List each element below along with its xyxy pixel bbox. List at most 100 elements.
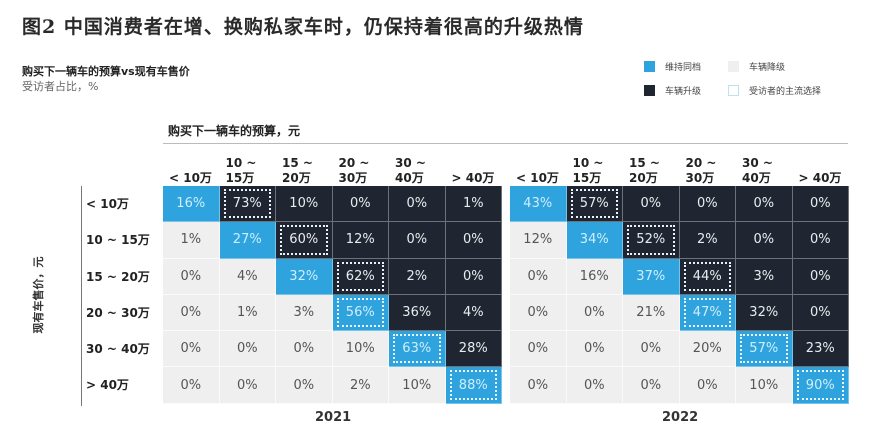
heatmap-cell: 52%: [623, 222, 680, 259]
column-header: 15 ~20万: [623, 150, 680, 186]
heatmap-cell: 21%: [623, 294, 680, 332]
legend-swatch-main: [728, 85, 739, 96]
heatmap-cell: 16%: [163, 186, 220, 223]
heatmap-cell: 0%: [219, 331, 276, 368]
chart-subtitle: 购买下一辆车的预算vs现有车售价: [22, 65, 190, 78]
heatmap-cell: 0%: [332, 186, 389, 223]
heatmap-cell: 1%: [163, 222, 220, 259]
x-axis-title: 购买下一辆车的预算，元: [168, 124, 301, 138]
heatmap-cell: 0%: [566, 367, 623, 404]
column-header: 20 ~30万: [680, 150, 737, 186]
column-header-line1: 10 ~: [572, 156, 604, 170]
heatmap-cell: 0%: [736, 186, 793, 223]
panel-year-2021: 2021: [315, 410, 352, 425]
column-header: > 40万: [793, 150, 850, 186]
heatmap-cell: 4%: [219, 258, 276, 295]
heatmap-cell: 56%: [332, 294, 389, 332]
heatmap-cell: 12%: [332, 222, 389, 259]
heatmap-cell: 10%: [332, 331, 389, 368]
heatmap-cell: 2%: [679, 222, 736, 259]
heatmap-cell: 3%: [736, 258, 793, 295]
heatmap-panel-2022: < 10万 10 ~15万 15 ~20万 20 ~30万 30 ~40万 > 40万 4…: [510, 150, 849, 404]
heatmap-cell: 0%: [623, 186, 680, 223]
heatmap-cell: 36%: [389, 294, 446, 332]
column-header-line1: 30 ~: [742, 156, 773, 170]
heatmap-cell: 60%: [276, 222, 333, 259]
heatmap-cell: 32%: [736, 294, 793, 332]
x-axis-divider: [163, 143, 848, 144]
heatmap-cell: 0%: [389, 222, 446, 259]
y-axis-line: [81, 186, 82, 406]
column-header-line1: 20 ~: [338, 156, 370, 170]
column-header-line1: 30 ~: [395, 156, 426, 170]
column-header-line2: 20万: [282, 171, 311, 185]
heatmap-cell: 4%: [445, 294, 502, 332]
heatmap-cell: 20%: [679, 331, 736, 368]
heatmap-cell: 0%: [163, 258, 220, 295]
heatmap-cell: 10%: [276, 186, 333, 223]
heatmap-cell: 0%: [219, 367, 276, 404]
heatmap-cell: 1%: [219, 294, 276, 332]
heatmap-cell: 0%: [792, 294, 849, 332]
heatmap-cell: 0%: [276, 367, 333, 404]
heatmap-cell: 10%: [389, 367, 446, 404]
heatmap-cell: 47%: [679, 294, 736, 332]
heatmap-cell: 0%: [792, 186, 849, 223]
heatmap-cell: 88%: [445, 367, 502, 404]
heatmap-cell: 32%: [276, 258, 333, 295]
row-label: < 10万: [86, 197, 129, 211]
column-header: < 10万: [510, 150, 567, 186]
heatmap-cell: 0%: [163, 331, 220, 368]
column-header: 15 ~20万: [276, 150, 333, 186]
column-header: 20 ~30万: [333, 150, 390, 186]
heatmap-cell: 1%: [445, 186, 502, 223]
heatmap-cell: 0%: [510, 294, 567, 332]
row-label: 10 ~ 15万: [86, 233, 150, 248]
heatmap-cell: 10%: [736, 367, 793, 404]
legend-item-down: 车辆降级: [728, 60, 785, 73]
column-header: 10 ~15万: [220, 150, 277, 186]
legend-item-keep: 维持同档: [644, 60, 701, 73]
column-headers: < 10万 10 ~15万 15 ~20万 20 ~30万 30 ~40万 > 40万: [163, 150, 502, 186]
legend-item-main: 受访者的主流选择: [728, 84, 821, 97]
heatmap-cell: 0%: [276, 331, 333, 368]
column-header-line2: 20万: [629, 171, 658, 185]
column-header-line2: 40万: [395, 171, 424, 185]
legend-item-up: 车辆升级: [644, 84, 701, 97]
column-header-line2: > 40万: [798, 171, 842, 185]
column-header: < 10万: [163, 150, 220, 186]
column-header-line1: 15 ~: [629, 156, 660, 170]
heatmap-cell: 0%: [566, 331, 623, 368]
heatmap-cell: 3%: [276, 294, 333, 332]
heatmap-cell: 0%: [163, 294, 220, 332]
row-labels: < 10万 10 ~ 15万 15 ~ 20万 20 ~ 30万 30 ~ 40…: [86, 186, 150, 404]
legend: 维持同档 车辆降级 车辆升级 受访者的主流选择: [644, 60, 884, 105]
heatmap-cell: 2%: [332, 367, 389, 404]
heatmap-cell: 0%: [566, 294, 623, 332]
column-header-line2: 40万: [742, 171, 771, 185]
heatmap-cell: 0%: [510, 331, 567, 368]
heatmap-cell: 28%: [445, 331, 502, 368]
heatmap-cell: 0%: [510, 258, 567, 295]
heatmap-cell: 16%: [566, 258, 623, 295]
heatmap-cell: 0%: [163, 367, 220, 404]
column-headers: < 10万 10 ~15万 15 ~20万 20 ~30万 30 ~40万 > 40万: [510, 150, 849, 186]
column-header: > 40万: [446, 150, 503, 186]
column-header-line2: 15万: [572, 171, 602, 185]
row-label: > 40万: [86, 378, 129, 393]
heatmap-cell: 34%: [566, 222, 623, 259]
heatmap-cell: 0%: [792, 222, 849, 259]
column-header: 30 ~40万: [389, 150, 446, 186]
column-header-line1: 10 ~: [225, 156, 257, 170]
heatmap-cell: 0%: [736, 222, 793, 259]
panel-year-2022: 2022: [662, 410, 699, 425]
heatmap-cell: 73%: [219, 186, 276, 223]
column-header-line1: 15 ~: [282, 156, 313, 170]
y-axis-title: 现有车售价，元: [32, 256, 45, 334]
heatmap-cell: 37%: [623, 258, 680, 295]
column-header-line2: 30万: [338, 171, 368, 185]
heatmap-cell: 57%: [566, 186, 623, 223]
heatmap-cell: 0%: [445, 222, 502, 259]
column-header: 30 ~40万: [736, 150, 793, 186]
legend-label: 受访者的主流选择: [749, 87, 822, 97]
